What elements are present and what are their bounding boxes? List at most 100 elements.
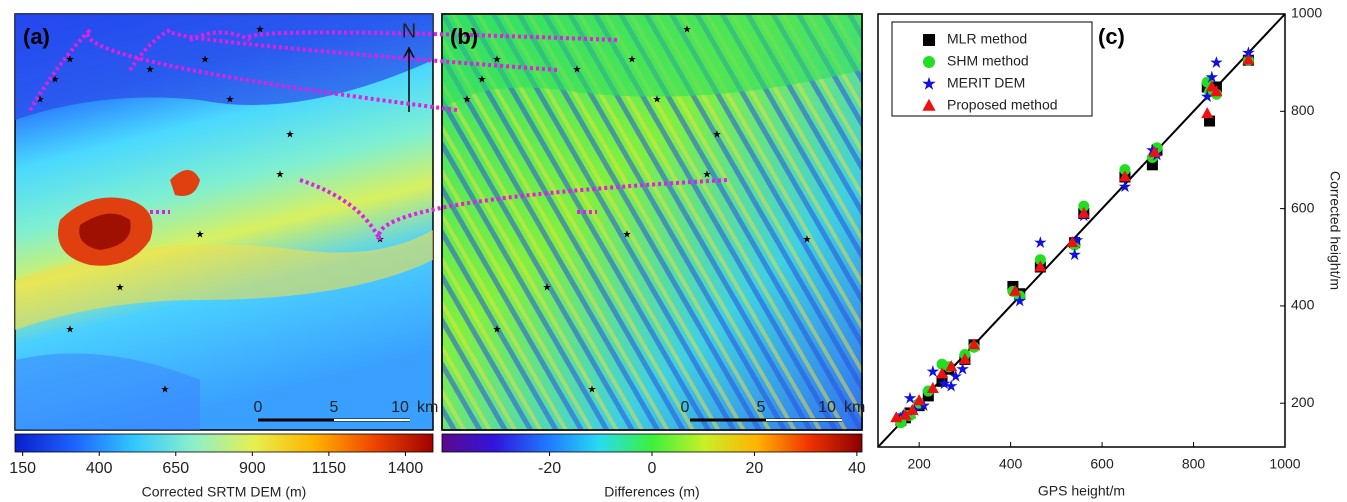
- point: [926, 365, 940, 377]
- x-tick-label: 200: [907, 456, 931, 472]
- colorbar-tick-label: 40: [848, 460, 866, 477]
- site-star: ★: [713, 130, 722, 141]
- colorbar-tick-label: 400: [86, 460, 113, 477]
- colorbar-label: Corrected SRTM DEM (m): [142, 484, 307, 500]
- point: [958, 352, 971, 364]
- colorbar-tick-label: 20: [746, 460, 764, 477]
- colorbar-tick-label: 650: [162, 460, 189, 477]
- legend-label: SHM method: [947, 53, 1029, 69]
- point: [1201, 90, 1214, 102]
- colorbar: [14, 433, 434, 453]
- point: [935, 367, 949, 379]
- y-tick-label: 200: [1291, 394, 1315, 410]
- colorbar-label: Differences (m): [604, 484, 699, 500]
- point: [967, 338, 981, 350]
- site-star: ★: [286, 130, 295, 141]
- point: [906, 403, 919, 415]
- panel-label: (a): [23, 24, 50, 49]
- point: [926, 382, 939, 394]
- site-star: ★: [161, 385, 170, 396]
- site-star: ★: [376, 235, 385, 246]
- point: [903, 391, 917, 404]
- panel-label: (b): [450, 24, 478, 49]
- scale-label: km: [417, 399, 438, 416]
- site-star: ★: [146, 65, 155, 76]
- point: [1146, 143, 1159, 156]
- site-star: ★: [653, 95, 662, 106]
- point: [1201, 107, 1214, 119]
- site-star: ★: [478, 75, 487, 86]
- colorbar-tick-label: -20: [538, 460, 561, 477]
- legend-label: Proposed method: [947, 97, 1058, 113]
- map-a: [14, 13, 434, 431]
- point: [899, 408, 912, 420]
- point: [949, 369, 962, 382]
- point: [1205, 70, 1219, 83]
- scale-label: 10: [818, 399, 836, 416]
- point: [945, 360, 958, 372]
- scale-label: 0: [254, 399, 263, 416]
- site-star: ★: [493, 55, 502, 66]
- site-star: ★: [51, 75, 60, 86]
- y-axis-label: Corrected height/m: [1327, 171, 1343, 290]
- scale-label: 0: [681, 399, 690, 416]
- point: [1148, 146, 1161, 158]
- point: [944, 379, 958, 392]
- point: [1009, 284, 1022, 296]
- point: [1070, 233, 1084, 246]
- point: [890, 411, 903, 423]
- point: [1066, 236, 1079, 248]
- point: [1210, 56, 1223, 68]
- legend-marker: [922, 76, 936, 90]
- point: [1242, 46, 1255, 59]
- colorbar: [441, 433, 863, 453]
- site-star: ★: [573, 65, 582, 76]
- site-track: [86, 28, 728, 241]
- point: [1034, 236, 1047, 248]
- x-tick-label: 1000: [1269, 456, 1300, 472]
- point: [1210, 85, 1223, 97]
- site-star: ★: [66, 325, 75, 336]
- site-star: ★: [703, 170, 712, 181]
- site-star: ★: [493, 325, 502, 336]
- site-star: ★: [803, 235, 812, 246]
- site-star: ★: [683, 25, 692, 36]
- legend-marker: [923, 34, 935, 46]
- point: [1118, 180, 1132, 193]
- site-star: ★: [463, 95, 472, 106]
- scale-label: 5: [330, 399, 339, 416]
- site-star: ★: [588, 385, 597, 396]
- site-star: ★: [256, 25, 265, 36]
- site-star: ★: [66, 55, 75, 66]
- panel-label: (c): [1098, 24, 1125, 49]
- point: [913, 394, 926, 406]
- point: [1034, 260, 1047, 272]
- y-tick-label: 800: [1291, 102, 1315, 118]
- colorbar-tick-label: 1400: [388, 460, 424, 477]
- y-tick-label: 400: [1291, 297, 1315, 313]
- point: [956, 362, 969, 375]
- scale-label: 10: [391, 399, 409, 416]
- site-star: ★: [623, 230, 632, 241]
- legend-marker: [923, 56, 935, 68]
- scale-label: 5: [757, 399, 766, 416]
- colorbar-tick-label: 0: [648, 460, 657, 477]
- scale-label: km: [844, 399, 865, 416]
- x-tick-label: 800: [1182, 456, 1206, 472]
- point: [1077, 206, 1090, 218]
- point: [1034, 254, 1046, 266]
- site-star: ★: [226, 95, 235, 106]
- point: [938, 377, 951, 390]
- map-markers: ★ ★ ★ ★ ★ ★ ★ ★ ★ ★ ★ ★ ★ ★ ★ ★ ★ ★ ★ ★ ★ ★ ★ ★ ★ ★ ★ ★: [28, 25, 812, 396]
- colorbar-tick-label: 1150: [312, 460, 347, 477]
- site-star: ★: [36, 95, 45, 106]
- site-star: ★: [196, 230, 205, 241]
- colorbar-tick-label: 150: [9, 460, 36, 477]
- x-tick-label: 400: [999, 456, 1023, 472]
- legend-marker: [922, 98, 936, 111]
- site-star: ★: [628, 55, 637, 66]
- y-tick-label: 1000: [1291, 5, 1322, 21]
- x-axis-label: GPS height/m: [1038, 483, 1125, 499]
